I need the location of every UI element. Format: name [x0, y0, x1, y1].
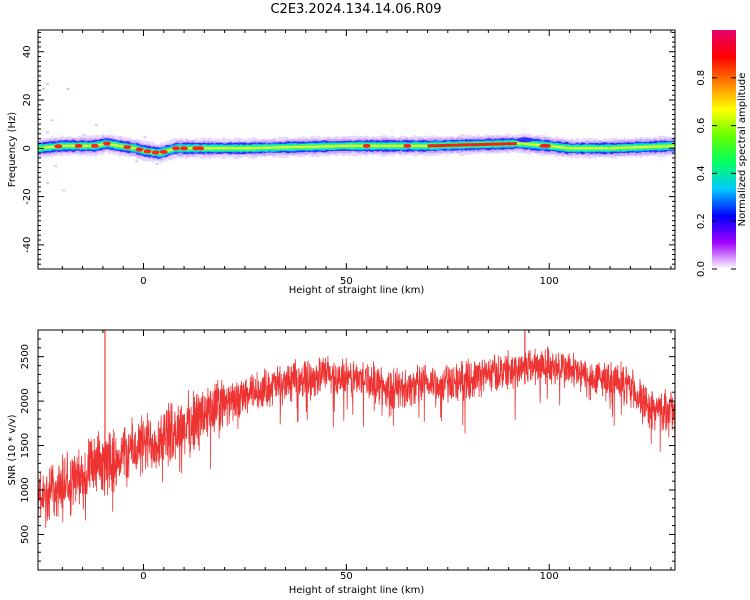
x-tick-label: 0 — [140, 571, 146, 582]
spectrogram-frame — [37, 29, 676, 270]
spectral-peak — [539, 143, 552, 148]
noise-speckle — [94, 124, 98, 127]
y-axis-label: Frequency (Hz) — [7, 112, 18, 188]
noise-speckle — [66, 87, 70, 90]
y-tick-label: 0 — [22, 145, 33, 151]
y-tick-label: 40 — [22, 45, 33, 58]
spectral-peak — [180, 146, 189, 151]
colorbar-tick-label: 0.0 — [696, 261, 707, 277]
y-tick-label: 2000 — [20, 388, 31, 413]
noise-speckle — [62, 189, 66, 192]
spectral-peak — [403, 143, 412, 148]
noise-speckle — [42, 87, 46, 90]
y-tick-label: 500 — [20, 525, 31, 544]
colorbar-tick-label: 0.4 — [696, 165, 707, 181]
figure-title: C2E3.2024.134.14.06.R09 — [270, 2, 442, 17]
noise-speckle — [135, 160, 139, 163]
spectral-peak — [123, 145, 132, 150]
colorbar-tick-label: 0.2 — [696, 213, 707, 229]
y-tick-label: -40 — [22, 237, 33, 253]
noise-speckle — [119, 136, 123, 139]
spectral-peak — [171, 146, 180, 151]
noise-speckle — [143, 136, 147, 139]
y-tick-label: -20 — [22, 188, 33, 204]
snr-plot — [38, 330, 675, 528]
spectral-blob — [516, 137, 533, 143]
x-tick-label: 50 — [340, 571, 353, 582]
x-axis-label: Height of straight line (km) — [289, 585, 425, 596]
y-axis-label: SNR (10 * v/v) — [7, 414, 18, 485]
snr-frame — [37, 329, 676, 571]
spectral-peak — [196, 146, 205, 151]
x-tick-label: 100 — [540, 276, 559, 287]
x-axis-label: Height of straight line (km) — [289, 285, 425, 296]
y-tick-label: 20 — [22, 94, 33, 107]
colorbar-label: Normalized spectral amplitude — [737, 73, 748, 227]
spectral-peak — [151, 150, 160, 155]
spectral-peak — [135, 147, 144, 152]
spectral-peak — [102, 141, 111, 146]
noise-speckle — [46, 83, 50, 86]
x-tick-label: 100 — [540, 571, 559, 582]
spectral-peak — [143, 149, 152, 154]
noise-speckle — [50, 119, 54, 122]
y-tick-label: 1500 — [20, 433, 31, 458]
spectrogram-plot — [38, 83, 675, 192]
x-tick-label: 50 — [340, 276, 353, 287]
y-tick-label: 2500 — [20, 344, 31, 369]
y-tick-label: 1000 — [20, 477, 31, 502]
colorbar-tick-label: 0.8 — [696, 70, 707, 86]
snr-line — [38, 346, 675, 528]
colorbar-tick-label: 0.6 — [696, 118, 707, 134]
noise-speckle — [46, 131, 50, 134]
x-tick-label: 0 — [140, 276, 146, 287]
spectral-peak — [159, 149, 168, 154]
noise-speckle — [155, 162, 159, 165]
spectral-peak — [90, 143, 99, 148]
noise-speckle — [54, 165, 58, 168]
noise-speckle — [82, 133, 86, 136]
colorbar — [712, 30, 736, 269]
spectral-peak — [54, 144, 63, 149]
spectral-peak — [74, 143, 83, 148]
ridge-peak-segment — [427, 142, 517, 148]
spectral-peak — [362, 143, 371, 148]
noise-speckle — [46, 182, 50, 185]
